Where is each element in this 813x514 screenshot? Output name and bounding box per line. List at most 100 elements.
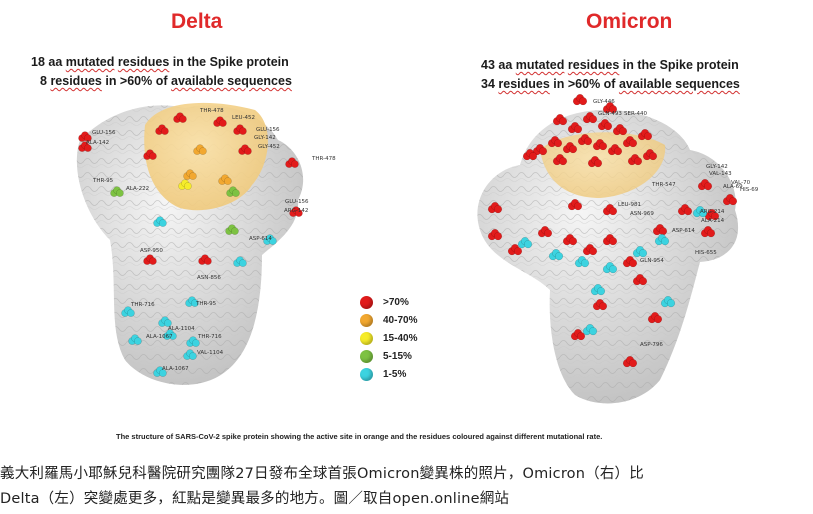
residue-sphere [628,259,638,268]
omicron-residue-label: VAL-143 [709,171,732,177]
residue-sphere [573,202,583,211]
delta-residue-label: ARG-142 [284,208,308,214]
delta-title: Delta [171,10,223,33]
residue-sphere [618,127,628,136]
legend-label: 1-5% [383,368,407,380]
legend-item: 15-40% [360,329,417,347]
residue-sphere [543,229,553,238]
residue-sphere [603,122,613,131]
delta-residue-label: ALA-1067 [162,366,189,372]
legend-item: 1-5% [360,365,417,383]
residue-sphere [608,265,618,274]
residue-sphere [523,240,533,249]
delta-residue-label: GLU-156 [92,130,116,136]
residue-sphere [728,197,738,206]
omicron-residue-label: ARG-214 [700,209,725,215]
residue-sphere [269,237,277,245]
figure-footnote: The structure of SARS-CoV-2 spike protei… [116,432,603,441]
residue-sphere [648,152,658,161]
residue-sphere [239,127,247,135]
omicron-residue-label: VAL-70 [731,180,751,186]
residue-sphere [169,332,177,340]
residue-sphere [558,157,568,166]
residue-sphere [184,182,192,190]
residue-sphere [653,315,663,324]
legend-label: 40-70% [383,314,418,326]
residue-sphere [643,132,653,141]
residue-sphere [189,352,197,360]
legend-label: >70% [383,296,409,308]
omicron-residue-label: ASN-969 [630,211,654,217]
residue-sphere [706,229,716,238]
omicron-residue-label: GLN-493 [598,111,622,117]
delta-residue-label: THR-478 [199,108,224,114]
residue-sphere [608,207,618,216]
omicron-residue-label: ALA-214 [701,218,725,224]
residue-sphere [244,147,252,155]
residue-sphere [583,137,593,146]
residue-sphere [189,172,197,180]
omicron-residue-label: ASP-796 [640,342,663,348]
residue-sphere [116,189,124,197]
legend-label: 15-40% [383,332,418,344]
residue-sphere [666,299,676,308]
delta-residue-label: VAL-1104 [197,350,224,356]
residue-sphere [232,189,240,197]
omicron-residue-label: GLN-954 [640,258,664,264]
residue-sphere [573,125,583,134]
residue-sphere [538,147,548,156]
residue-sphere [608,105,618,114]
residue-sphere [528,152,538,161]
omicron-residue-label: HIS-655 [695,250,717,256]
omicron-residue-label: ASP-614 [672,228,695,234]
residue-sphere [239,259,247,267]
omicron-residue-label: GLY-142 [706,164,728,170]
residue-sphere [588,327,598,336]
residue-sphere [598,142,608,151]
residue-sphere [84,134,92,142]
residue-sphere [554,252,564,261]
residue-sphere [578,97,588,106]
omicron-stat-line2: 34 residues in >60% of available sequenc… [481,77,740,91]
delta-residue-label: GLY-142 [254,135,276,141]
residue-sphere [580,259,590,268]
residue-sphere [149,257,157,265]
residue-sphere [204,257,212,265]
residue-sphere [84,144,92,152]
delta-residue-label: ALA-142 [86,140,109,146]
residue-sphere [683,207,693,216]
residue-sphere [596,287,606,296]
residue-sphere [608,237,618,246]
legend-swatch [360,331,373,345]
residue-sphere [658,227,668,236]
omicron-residue-label: THR-547 [651,182,676,188]
residue-sphere [159,369,167,377]
residue-sphere [576,332,586,341]
residue-sphere [588,115,598,124]
delta-residue-label: THR-95 [195,301,217,307]
delta-stat-line1: 18 aa mutated residues in the Spike prot… [31,55,289,69]
omicron-residue-label: LEU-981 [618,202,641,208]
residue-sphere [224,177,232,185]
legend-label: 5-15% [383,350,412,362]
legend-item: 40-70% [360,311,417,329]
residue-sphere [513,247,523,256]
residue-sphere [628,359,638,368]
caption-line-2: Delta（左）突變處更多，紅點是變異最多的地方。圖／取自open.online… [0,491,510,507]
residue-sphere [493,232,503,241]
residue-sphere [638,277,648,286]
delta-residue-label: ASP-614 [249,236,272,242]
delta-residue-label: THR-716 [197,334,222,340]
residue-sphere [179,115,187,123]
omicron-residue-label: GLY-446 [593,99,615,105]
residue-sphere [191,299,199,307]
residue-sphere [593,159,603,168]
figure-image: Delta Omicron 18 aa mutated residues in … [31,10,759,441]
omicron-spike-structure [477,109,739,404]
delta-residue-label: GLY-452 [258,144,280,150]
residue-sphere [127,309,135,317]
news-caption: 義大利羅馬小耶穌兒科醫院研究團隊27日發布全球首張Omicron變異株的照片，O… [0,462,813,512]
residue-sphere [231,227,239,235]
legend-swatch [360,313,373,327]
residue-sphere [613,147,623,156]
